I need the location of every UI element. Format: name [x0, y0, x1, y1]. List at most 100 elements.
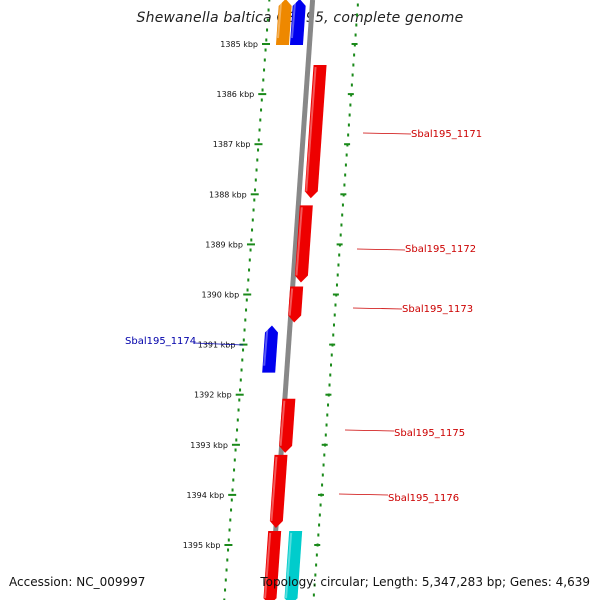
gene-label-g1175[interactable]: Sbal195_1175 — [394, 428, 465, 439]
gene-arrow-g-red-bottom[interactable] — [263, 530, 282, 600]
label-leader-line — [338, 493, 389, 496]
guide-dot-right — [314, 573, 317, 577]
guide-dot-left — [229, 518, 232, 522]
guide-dot-left — [225, 568, 228, 572]
guide-dot-left — [232, 478, 235, 482]
guide-dot-left — [256, 158, 259, 162]
gene-arrow-g-cyan-bottom[interactable] — [284, 530, 303, 600]
guide-dot-right — [332, 323, 335, 327]
guide-dot-left — [248, 258, 251, 262]
guide-dot-left — [266, 18, 269, 22]
guide-dot-left — [255, 168, 258, 172]
guide-dot-left — [233, 468, 236, 472]
tick-marks: 1385 kbp 1386 kbp 1387 kbp 1388 kbp 1389 kbp… — [183, 40, 358, 550]
tick-label: 1390 kbp — [202, 291, 240, 300]
guide-dot-left — [231, 488, 234, 492]
tick-label: 1389 kbp — [205, 240, 243, 249]
guide-dot-left — [263, 58, 266, 62]
gene-arrow-g1176[interactable] — [269, 454, 288, 528]
guide-dot-left — [236, 428, 239, 432]
gene-arrow-g1175[interactable] — [279, 398, 296, 453]
guide-dot-left — [242, 338, 245, 342]
guide-dot-right — [330, 353, 333, 357]
gene-arrow-g-blue-top[interactable] — [289, 0, 306, 46]
label-leader-line — [193, 342, 244, 346]
gene-features — [262, 0, 327, 600]
guide-dot-left — [239, 388, 242, 392]
guide-dot-right — [334, 303, 337, 307]
guide-dot-left — [262, 78, 265, 82]
genome-stats-text: Topology: circular; Length: 5,347,283 bp… — [260, 575, 590, 589]
guide-dot-left — [245, 298, 248, 302]
guide-dot-left — [257, 148, 260, 152]
gene-arrow-g1174[interactable] — [262, 325, 278, 373]
gene-highlight — [295, 207, 303, 276]
guide-dot-left — [247, 278, 250, 282]
guide-dot-right — [329, 373, 332, 377]
guide-dot-left — [248, 268, 251, 272]
guide-dot-right — [328, 383, 331, 387]
guide-dot-right — [312, 593, 315, 597]
guide-dot-left — [253, 198, 256, 202]
gene-highlight — [270, 456, 278, 522]
gene-highlight — [276, 0, 283, 39]
gene-label-g1174[interactable]: Sbal195_1174 — [125, 336, 196, 347]
guide-dot-right — [337, 263, 340, 267]
guide-dot-right — [335, 283, 338, 287]
guide-dot-left — [266, 28, 269, 32]
guide-dot-left — [238, 398, 241, 402]
tick-label: 1394 kbp — [186, 491, 224, 500]
guide-dot-right — [321, 473, 324, 477]
tick-label: 1388 kbp — [209, 190, 247, 199]
gene-highlight — [305, 66, 317, 192]
gene-highlight — [263, 327, 269, 366]
guide-dot-right — [356, 13, 359, 17]
guide-dot-right — [341, 203, 344, 207]
guide-dot-right — [324, 433, 327, 437]
guide-dot-right — [319, 503, 322, 507]
guide-dot-left — [235, 438, 238, 442]
gene-highlight — [285, 532, 293, 599]
guide-dot-left — [259, 118, 262, 122]
gene-arrow-g1172[interactable] — [294, 205, 313, 283]
gene-highlight — [279, 400, 286, 446]
guide-dot-left — [244, 318, 247, 322]
guide-dot-left — [226, 558, 229, 562]
guide-dot-right — [322, 463, 325, 467]
guide-dot-left — [228, 528, 231, 532]
gene-labels: Sbal195_1171 Sbal195_1172 Sbal195_1173 Sbal… — [125, 129, 482, 504]
guide-dot-left — [265, 38, 268, 42]
gene-arrow-g1173[interactable] — [288, 286, 304, 323]
guide-dot-left — [268, 0, 271, 2]
gene-highlight — [288, 288, 294, 316]
gene-arrow-g-orange[interactable] — [275, 0, 292, 46]
guide-dot-left — [249, 248, 252, 252]
guide-dot-right — [354, 33, 357, 37]
gene-label-g1173[interactable]: Sbal195_1173 — [402, 304, 473, 315]
guide-dot-right — [318, 513, 321, 517]
guide-dot-left — [260, 98, 263, 102]
gene-label-g1176[interactable]: Sbal195_1176 — [388, 493, 459, 504]
guide-dot-right — [325, 423, 328, 427]
guide-dot-left — [242, 348, 245, 352]
guide-dot-left — [263, 68, 266, 72]
guide-dot-left — [267, 8, 270, 12]
guide-dot-left — [254, 188, 257, 192]
tick-label: 1391 kbp — [198, 341, 236, 350]
gene-label-g1172[interactable]: Sbal195_1172 — [405, 244, 476, 255]
guide-dot-right — [313, 583, 316, 587]
guide-dot-left — [250, 238, 253, 242]
accession-text: Accession: NC_009997 — [9, 575, 146, 589]
guide-dot-left — [257, 138, 260, 142]
gene-arrow-g1171[interactable] — [304, 65, 327, 199]
guide-dot-left — [237, 408, 240, 412]
guide-dot-right — [349, 103, 352, 107]
guide-dot-left — [261, 88, 264, 92]
guide-dot-left — [230, 498, 233, 502]
guide-dot-right — [338, 253, 341, 257]
guide-dot-right — [317, 533, 320, 537]
guide-dot-right — [352, 63, 355, 67]
guide-dot-left — [227, 538, 230, 542]
gene-label-g1171[interactable]: Sbal195_1171 — [411, 129, 482, 140]
tick-label: 1392 kbp — [194, 391, 232, 400]
